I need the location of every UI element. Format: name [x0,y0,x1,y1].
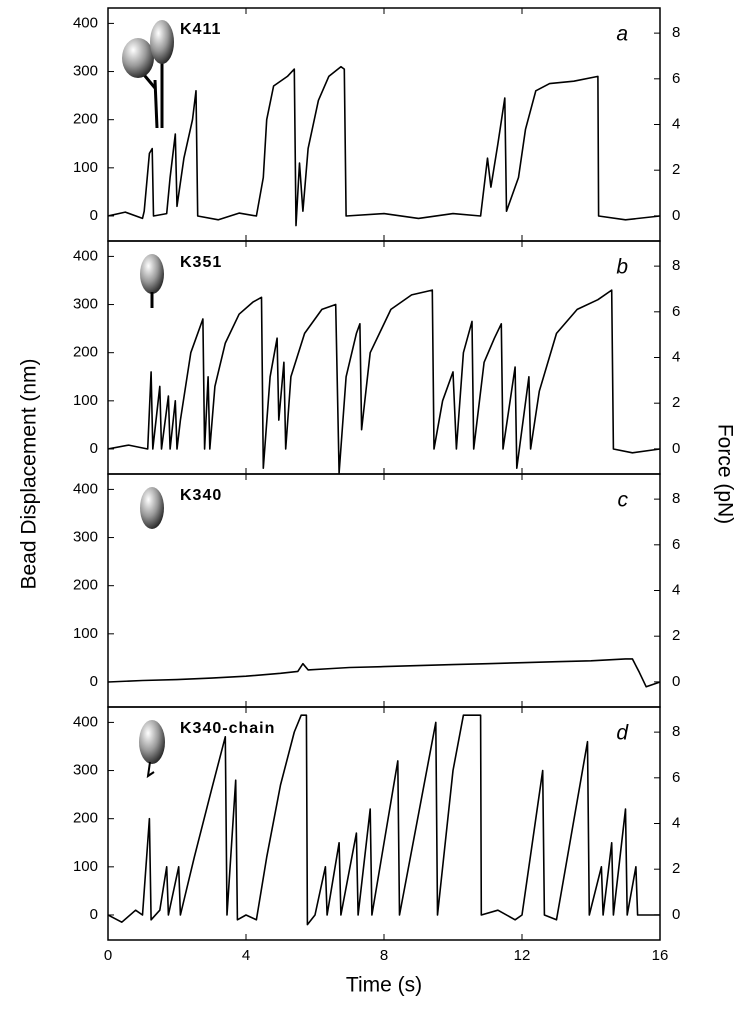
y-tick-label: 200 [73,810,98,827]
y2-tick-label: 6 [672,70,680,87]
y-tick-label: 200 [73,111,98,128]
y2-tick-label: 6 [672,769,680,786]
y-tick-label: 200 [73,577,98,594]
y-tick-label: 300 [73,63,98,80]
panel-frame [107,706,661,941]
motor-icon [122,20,174,779]
y-tick-label: 400 [73,480,98,497]
x-tick-label: 0 [104,947,112,964]
y-tick-label: 200 [73,344,98,361]
y2-tick-label: 2 [672,860,680,877]
y2-tick-label: 8 [672,723,680,740]
y2-tick-label: 0 [672,207,680,224]
y2-tick-label: 0 [672,906,680,923]
y-tick-label: 300 [73,296,98,313]
y2-tick-label: 4 [672,115,680,132]
y-tick-label: 400 [73,247,98,264]
y2-tick-label: 8 [672,257,680,274]
y-tick-label: 100 [73,625,98,642]
y2-tick-label: 2 [672,161,680,178]
panel-title: K411 [180,21,221,38]
y-tick-label: 0 [90,207,98,224]
y2-tick-label: 4 [672,581,680,598]
y2-tick-label: 8 [672,24,680,41]
y2-tick-label: 8 [672,490,680,507]
y2-tick-label: 6 [672,536,680,553]
y-axis-label: Bead Displacement (nm) [18,358,41,589]
panel-title: K351 [180,254,222,271]
x-tick-label: 12 [514,947,531,964]
y-tick-label: 300 [73,529,98,546]
y-tick-label: 0 [90,906,98,923]
y-tick-label: 100 [73,392,98,409]
trace [108,289,660,474]
panel-title: K340 [180,487,222,504]
y-tick-label: 400 [73,713,98,730]
x-tick-label: 16 [652,947,669,964]
y-tick-label: 100 [73,159,98,176]
y-tick-label: 300 [73,762,98,779]
x-axis-label: Time (s) [346,974,422,997]
y2-tick-label: 0 [672,673,680,690]
y2-tick-label: 6 [672,303,680,320]
y2-tick-label: 0 [672,440,680,457]
y2-axis-label: Force (pN) [713,424,736,524]
panel-label: b [616,256,628,279]
y-tick-label: 100 [73,858,98,875]
y2-tick-label: 2 [672,394,680,411]
y2-tick-label: 4 [672,348,680,365]
y2-tick-label: 2 [672,627,680,644]
y-tick-label: 0 [90,673,98,690]
panel-label: c [618,489,629,512]
x-tick-label: 4 [242,947,250,964]
panel-title: K340-chain [180,720,275,737]
trace [108,658,660,688]
panel-frame [107,473,661,708]
x-tick-label: 8 [380,947,388,964]
y2-tick-label: 4 [672,814,680,831]
panel-label: a [616,23,628,46]
y-tick-label: 400 [73,14,98,31]
trace [108,65,660,227]
y-tick-label: 0 [90,440,98,457]
trace [108,714,660,926]
panel-label: d [616,722,629,745]
